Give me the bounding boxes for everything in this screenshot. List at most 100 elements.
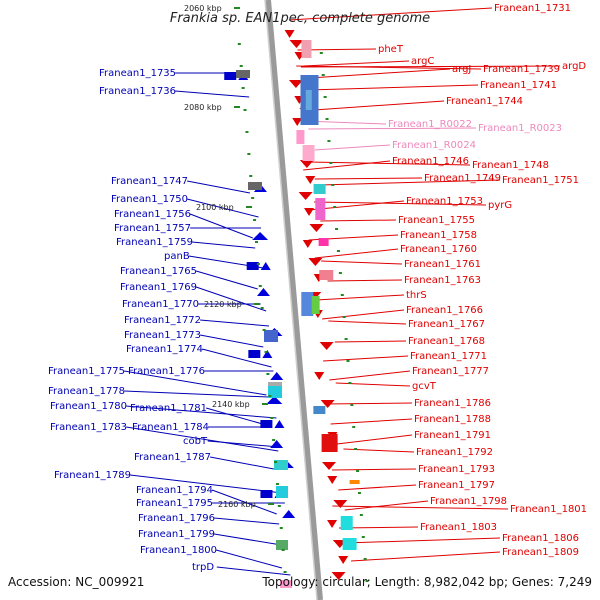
reverse-gene-label: Franean1_1803 [420, 522, 497, 533]
gene-block [248, 350, 261, 358]
reverse-gene-label: argD [562, 61, 586, 72]
forward-gene-label: Franean1_1759 [116, 237, 193, 248]
forward-gene-label: cobT [183, 436, 208, 447]
gene-block [340, 516, 353, 530]
reverse-gene-arrow [284, 30, 295, 38]
forward-label-pointer [195, 270, 258, 290]
forward-label-pointer [200, 319, 270, 327]
gene-block [276, 486, 288, 498]
kbp-tick-label: 2080 kbp [184, 103, 222, 112]
reverse-gene-label: pheT [378, 44, 404, 55]
kbp-ticks: 2060 kbp 2080 kbp 2100 kbp 2120 kbp 2140 kbp… [184, 4, 369, 582]
reverse-gene-arrow [305, 176, 316, 184]
forward-gene-label: trpD [192, 562, 214, 573]
reverse-gene-label: Franean1_1768 [408, 336, 485, 347]
gene-block [248, 182, 262, 190]
forward-label-pointer [214, 517, 280, 525]
gene-block [246, 262, 259, 270]
reverse-gene-arrow [289, 40, 304, 48]
reverse-label-pointer [323, 355, 409, 362]
reverse-label-pointer [321, 260, 403, 265]
reverse-gene-label: Franean1_1751 [502, 175, 579, 186]
reverse-gene-arrow [304, 208, 315, 216]
reverse-label-pointer [303, 160, 391, 171]
forward-label-pointer [186, 198, 259, 218]
reverse-label-pointer [330, 418, 413, 425]
gene-block [301, 292, 314, 316]
forward-gene-label: Franean1_1775 [48, 366, 125, 377]
forward-gene-label: Franean1_1735 [99, 68, 176, 79]
reverse-gene-label: Franean1_1763 [404, 275, 481, 286]
reverse-gene-label: pyrG [488, 200, 512, 211]
gene-block [342, 538, 357, 550]
gene-block [315, 198, 326, 220]
reverse-label-pointer [328, 320, 407, 325]
reverse-label-pointer [336, 434, 413, 445]
reverse-gene-label: Franean1_1731 [494, 3, 571, 14]
reverse-gene-arrow [308, 258, 323, 266]
forward-gene-label: Franean1_1778 [48, 386, 125, 397]
forward-gene-label: Franean1_1787 [134, 452, 211, 463]
reverse-label-pointer [313, 100, 445, 111]
reverse-label-pointer [327, 279, 403, 282]
forward-gene-label: Franean1_1770 [122, 299, 199, 310]
reverse-label-pointer [300, 65, 561, 68]
gene-block [318, 238, 329, 246]
forward-gene-arrow [270, 440, 284, 448]
genome-backbone [265, 0, 323, 600]
reverse-gene-label: thrS [406, 290, 427, 301]
gene-block [274, 460, 288, 470]
kbp-tick-label: 2120 kbp [204, 300, 242, 309]
reverse-gene-arrow [292, 118, 303, 126]
forward-label-pointer [216, 566, 291, 576]
reverse-gene-label: Franean1_1767 [408, 319, 485, 330]
reverse-gene-arrow [319, 342, 334, 350]
gene-block [296, 130, 305, 144]
forward-gene-label: Franean1_1799 [138, 529, 215, 540]
forward-gene-label: Franean1_1783 [50, 422, 127, 433]
forward-gene-arrow [252, 232, 269, 240]
reverse-gene-label: Franean1_1760 [400, 244, 477, 255]
reverse-gene-label: Franean1_1792 [416, 447, 493, 458]
forward-gene-arrow [262, 350, 273, 358]
reverse-label-pointer [351, 551, 501, 562]
gene-block [280, 580, 292, 588]
forward-gene-label: Franean1_1750 [111, 194, 188, 205]
reverse-gene-label: Franean1_1748 [472, 160, 549, 171]
rna-gene-label: Franean1_R0024 [392, 140, 476, 151]
forward-gene-label: Franean1_1800 [140, 545, 217, 556]
forward-label-pointer [126, 426, 279, 452]
reverse-label-pointer [308, 127, 477, 130]
reverse-gene-label: Franean1_1791 [414, 430, 491, 441]
reverse-gene-arrow [288, 80, 303, 88]
forward-label-pointer [211, 489, 277, 515]
forward-gene-label: Franean1_1780 [50, 401, 127, 412]
reverse-label-pointer [332, 505, 509, 510]
reverse-gene-arrow [333, 500, 348, 508]
gene-block [268, 386, 282, 398]
reverse-gene-arrow [327, 476, 338, 484]
gene-block [301, 40, 312, 58]
gene-block [260, 490, 273, 498]
reverse-label-pointer [335, 382, 411, 387]
reverse-label-pointer [314, 201, 487, 206]
accession-text: Accession: NC_009921 [8, 575, 144, 589]
genome-axis [264, 0, 323, 600]
reverse-label-pointer [331, 468, 417, 471]
topology-summary: Topology: circular; Length: 8,982,042 bp… [261, 575, 592, 589]
forward-gene-arrow [266, 396, 283, 404]
genome-backbone-highlight [264, 0, 318, 600]
gene-block [260, 420, 273, 428]
reverse-gene-label: Franean1_1741 [480, 80, 557, 91]
reverse-gene-label: Franean1_1788 [414, 414, 491, 425]
reverse-gene-label: gcvT [412, 381, 437, 392]
forward-label-pointer [200, 334, 264, 348]
reverse-gene-label: Franean1_1766 [406, 305, 483, 316]
forward-label-pointer [126, 405, 277, 419]
reverse-gene-arrow [298, 192, 313, 200]
reverse-label-pointer [308, 161, 471, 166]
reverse-label-pointer [314, 177, 423, 180]
reverse-gene-label: Franean1_1753 [406, 196, 483, 207]
forward-label-pointer [124, 390, 269, 398]
